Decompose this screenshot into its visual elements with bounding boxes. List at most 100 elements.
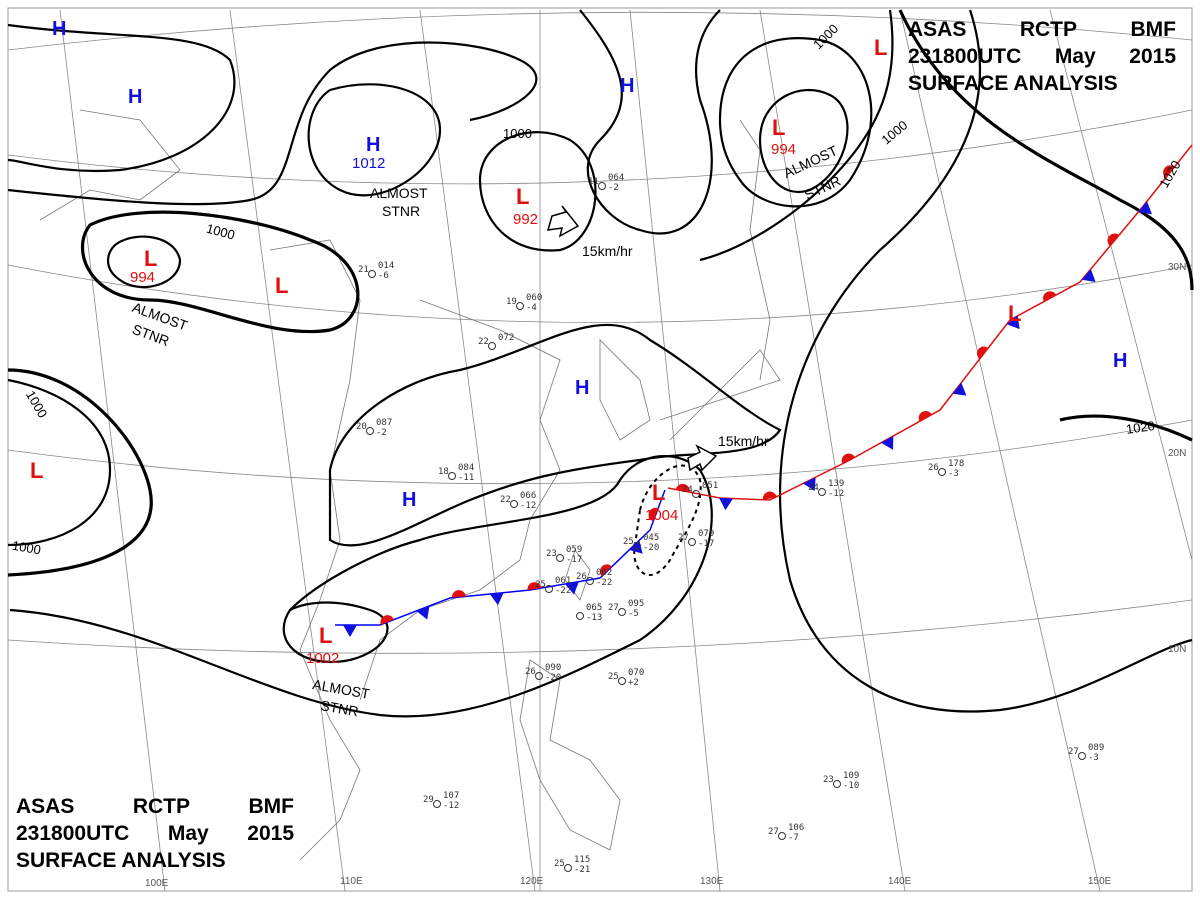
station-pressure: 059 (566, 545, 582, 555)
cold-front-triangle-icon (881, 435, 894, 450)
chart-header-top-right: ASAS RCTP BMF 231800UTC May 2015 SURFACE ANALY… (908, 16, 1176, 97)
station-pressure: 089 (1088, 743, 1104, 753)
station-circle-icon (433, 800, 441, 808)
station-temperature: 22 (500, 495, 511, 505)
station-circle-icon (618, 608, 626, 616)
warm-front-semicircle-icon (380, 615, 394, 625)
low-center: L (144, 246, 157, 271)
station-temperature: 26 (525, 667, 536, 677)
longitude-label: 110E (340, 876, 363, 887)
high-pressure-value: 1012 (352, 155, 385, 172)
station-temperature: 18 (438, 467, 449, 477)
station-circle-icon (576, 612, 584, 620)
station-circle-icon (448, 472, 456, 480)
station-tendency: -17 (566, 555, 582, 565)
station-plot: 25 061-22 (535, 576, 571, 596)
station-tendency: +2 (628, 678, 639, 688)
station-plot: 21 014-6 (358, 261, 394, 281)
station-pressure: 106 (788, 823, 804, 833)
station-plot: 29 107-12 (423, 791, 459, 811)
warm-front-semicircle-icon (599, 564, 612, 577)
station-circle-icon (586, 577, 594, 585)
longitude-label: 120E (520, 876, 544, 887)
station-plot: 24 051 (682, 481, 718, 498)
warm-front-semicircle-icon (675, 483, 690, 493)
cold-front-triangle-icon (719, 497, 734, 511)
motion-speed: 15km/hr (718, 433, 769, 449)
isobars (7, 9, 1194, 718)
stnr-label: STNR (382, 203, 420, 219)
station-pressure: 072 (498, 333, 514, 343)
station-plot: 26 062-22 (576, 568, 612, 588)
station-temperature: 22 (478, 337, 489, 347)
station-tendency: -10 (843, 781, 859, 791)
issuer: BMF (248, 795, 295, 818)
station-temperature: 25 (554, 859, 565, 869)
warm-front-semicircle-icon (1163, 165, 1175, 178)
dashed-isobar (633, 464, 702, 576)
station-pressure: 060 (526, 293, 542, 303)
station-tendency: -22 (596, 578, 612, 588)
cold-front-triangle-icon (1138, 201, 1152, 215)
station-tendency: -13 (586, 613, 602, 623)
station-plot: 27 089-3 (1068, 743, 1104, 763)
station-pressure: 139 (828, 479, 844, 489)
station-pressure: 014 (378, 261, 394, 271)
motion-arrow-icon (687, 444, 718, 472)
station-plot: 22 066-12 (500, 491, 536, 511)
station-pressure: 066 (520, 491, 536, 501)
cold-front-triangle-icon (1081, 268, 1096, 283)
almost-label: ALMOST (370, 185, 428, 201)
station-temperature: 11 (588, 177, 599, 187)
year: 2015 (1129, 45, 1176, 68)
station-tendency: -20 (545, 673, 561, 683)
station-circle-icon (833, 780, 841, 788)
warm-front-semicircle-icon (1107, 233, 1120, 246)
isobar-label: 1000 (205, 221, 237, 243)
station-circle-icon (598, 182, 606, 190)
issuer: BMF (1130, 18, 1177, 41)
station-circle-icon (692, 490, 700, 498)
station-pressure: 107 (443, 791, 459, 801)
station-plot: 27 106-7 (768, 823, 804, 843)
station-plot: 27 079-17 (678, 529, 714, 549)
station-tendency: -12 (520, 501, 536, 511)
station-circle-icon (938, 468, 946, 476)
chart-type: SURFACE ANALYSIS (16, 849, 226, 872)
station-code: RCTP (1019, 18, 1078, 41)
station-circle-icon (633, 542, 641, 550)
stationary-front-east (667, 144, 1193, 501)
station-tendency: -11 (458, 473, 474, 483)
cold-front-triangle-icon (343, 625, 357, 637)
longitude-label: 130E (700, 876, 724, 887)
station-pressure: 095 (628, 599, 644, 609)
station-pressure: 045 (643, 533, 659, 543)
station-temperature: 23 (546, 549, 557, 559)
station-pressure: 051 (702, 481, 718, 491)
high-center: H (52, 18, 66, 40)
low-center: L (275, 273, 288, 298)
station-plot: 065-13 (576, 603, 602, 623)
high-center: H (128, 86, 142, 108)
chart-type: SURFACE ANALYSIS (908, 72, 1118, 95)
station-temperature: 21 (358, 265, 369, 275)
cold-front-triangle-icon (565, 581, 579, 595)
station-tendency: -3 (948, 469, 959, 479)
cold-front-triangle-icon (952, 382, 967, 396)
station-temperature: 25 (623, 537, 634, 547)
station-pressure: 115 (574, 855, 590, 865)
map-frame (7, 7, 1193, 892)
fronts (335, 144, 1193, 637)
low-pressure-value: 994 (771, 141, 796, 158)
station-pressure: 064 (608, 173, 624, 183)
low-pressure-value: 1002 (306, 650, 339, 667)
station-plot: 18 084-11 (438, 463, 474, 483)
station-circle-icon (688, 538, 696, 546)
station-tendency: -17 (698, 539, 714, 549)
warm-front-semicircle-icon (648, 507, 659, 522)
warm-front-semicircle-icon (841, 453, 855, 464)
station-temperature: 25 (535, 580, 546, 590)
station-temperature: 24 (808, 483, 819, 493)
